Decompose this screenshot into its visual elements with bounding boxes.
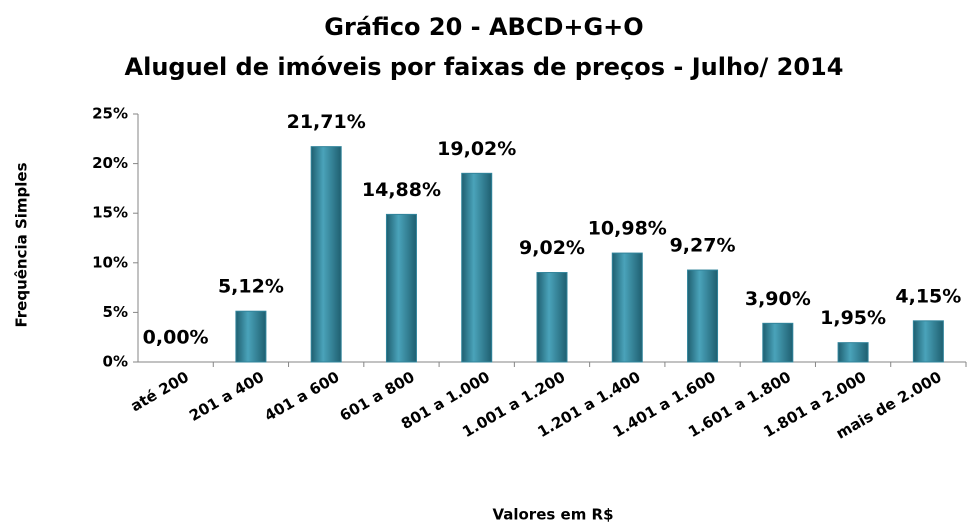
y-axis-label: Frequência Simples (13, 162, 31, 327)
bar (235, 310, 267, 363)
y-tick-label: 10% (92, 253, 128, 271)
bar (837, 342, 869, 363)
y-tick-label: 25% (92, 105, 128, 123)
x-tick-label: até 200 (127, 368, 191, 416)
bar (611, 252, 643, 363)
bar (385, 213, 417, 363)
chart-subtitle: Aluguel de imóveis por faixas de preços … (125, 53, 844, 81)
value-label: 14,88% (362, 179, 441, 201)
value-label: 19,02% (437, 138, 516, 160)
bar (912, 320, 944, 363)
value-label: 4,15% (895, 285, 961, 307)
value-label: 21,71% (287, 111, 366, 133)
bar (687, 269, 719, 363)
value-label: 1,95% (820, 307, 886, 329)
value-label: 9,27% (670, 235, 736, 257)
y-tick-label: 5% (103, 303, 128, 321)
bar (762, 322, 794, 363)
x-axis-label: Valores em R$ (492, 506, 613, 524)
x-tick-label: 401 a 600 (261, 368, 342, 425)
value-label: 9,02% (519, 237, 585, 259)
bar (461, 172, 493, 363)
value-label: 5,12% (218, 276, 284, 298)
bar (536, 272, 568, 363)
value-label: 3,90% (745, 288, 811, 310)
y-tick-label: 20% (92, 154, 128, 172)
x-tick-label: 201 a 400 (186, 368, 267, 425)
value-label: 0,00% (143, 327, 209, 349)
chart-title: Gráfico 20 - ABCD+G+O (324, 13, 643, 41)
y-tick-label: 0% (103, 353, 128, 371)
value-label: 10,98% (588, 218, 667, 240)
y-tick-label: 15% (92, 204, 128, 222)
bar (310, 146, 342, 363)
